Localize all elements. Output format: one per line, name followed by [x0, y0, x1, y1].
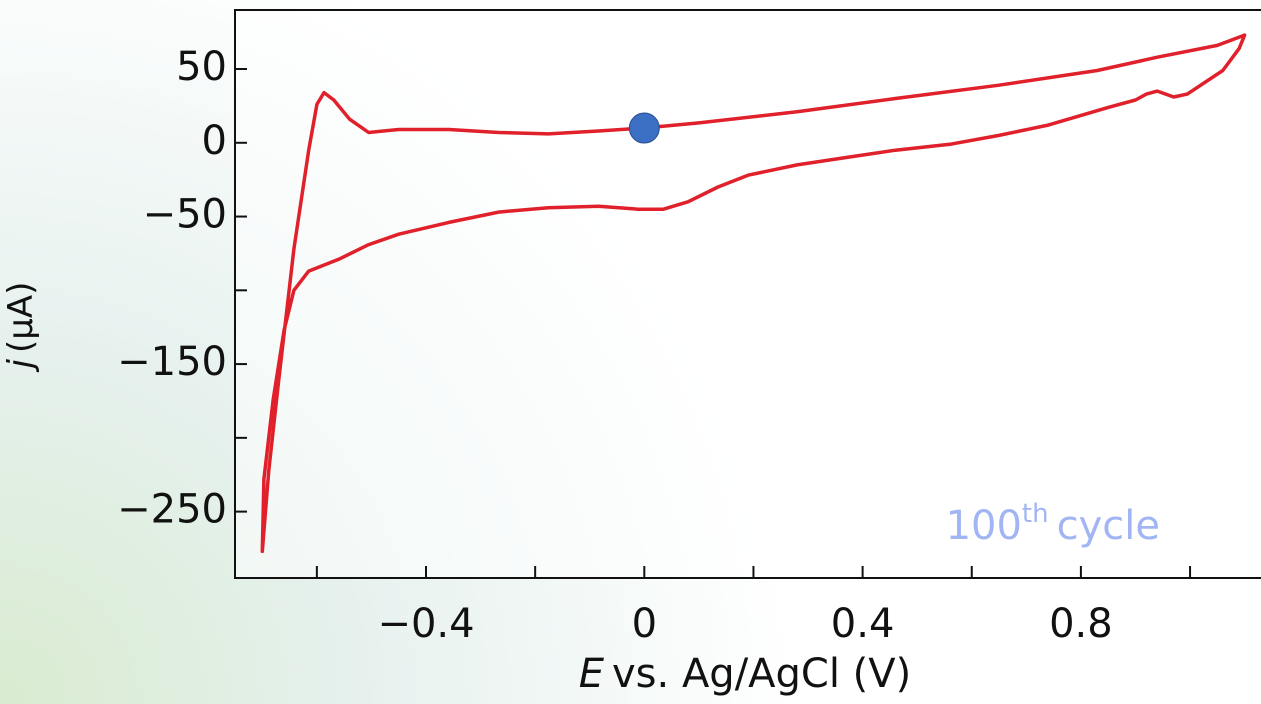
y-label-text: (μA)	[1, 282, 41, 353]
x-tick-label: 0.4	[831, 601, 895, 647]
y-tick-label: 0	[202, 118, 227, 164]
y-label-symbol: j	[1, 358, 41, 372]
y-tick-label: 50	[176, 44, 227, 90]
x-label-text: vs. Ag/AgCl (V)	[612, 651, 911, 697]
axis-frame	[234, 9, 1261, 579]
x-tick-label: −0.4	[377, 601, 474, 647]
start-marker	[628, 112, 660, 144]
x-tick-label: 0.8	[1049, 601, 1113, 647]
x-label-symbol: E	[579, 651, 605, 697]
plot-area	[235, 10, 1261, 578]
cv-curve	[260, 33, 1247, 554]
y-tick-label: −250	[117, 487, 227, 533]
x-tick-label: 0	[632, 601, 657, 647]
y-axis-label: j (μA)	[1, 282, 41, 373]
y-tick-label: −150	[117, 339, 227, 385]
y-tick-label: −50	[143, 192, 227, 238]
